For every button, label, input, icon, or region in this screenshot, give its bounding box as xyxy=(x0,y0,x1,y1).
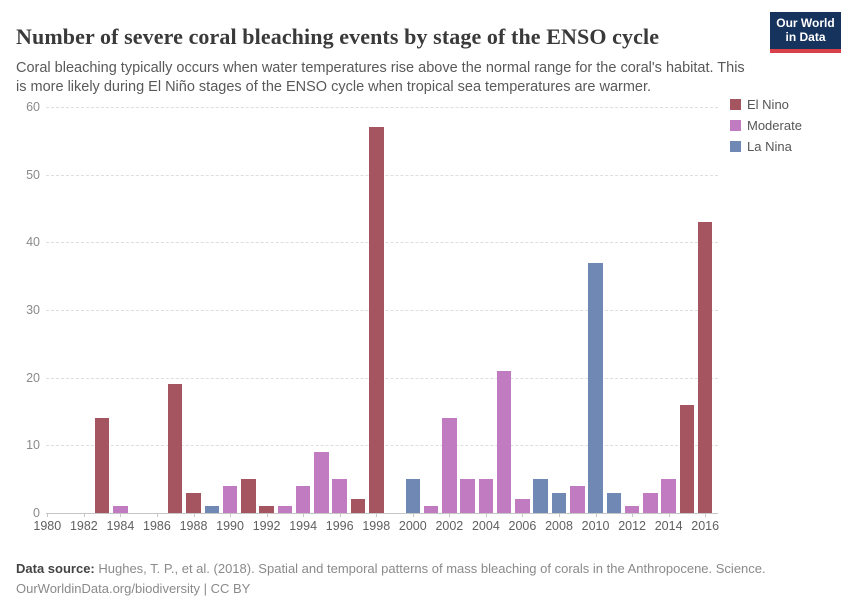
x-tick-1992 xyxy=(266,513,268,517)
x-tick-2016 xyxy=(705,513,707,517)
bar-2000[interactable] xyxy=(405,479,421,513)
bar-2007[interactable] xyxy=(533,479,548,513)
legend-item-moderate[interactable]: Moderate xyxy=(730,118,802,133)
x-tick-1996 xyxy=(339,513,341,517)
bar-2015[interactable] xyxy=(679,404,695,513)
gridline-60 xyxy=(46,106,718,108)
bar-1998[interactable] xyxy=(369,127,384,513)
x-tick-2008 xyxy=(559,513,560,517)
page-title: Number of severe coral bleaching events … xyxy=(16,23,660,49)
x-tick-label-1982: 1982 xyxy=(69,519,98,533)
owid-logo[interactable]: Our World in Data xyxy=(770,12,841,53)
y-tick-label-40: 40 xyxy=(26,235,40,250)
bar-1984[interactable] xyxy=(113,506,128,513)
x-tick-1994 xyxy=(303,513,305,517)
x-tick-label-2002: 2002 xyxy=(435,519,464,533)
bar-2001[interactable] xyxy=(423,506,439,513)
x-tick-1988 xyxy=(193,513,195,517)
x-tick-2004 xyxy=(485,513,487,517)
y-tick-label-0: 0 xyxy=(33,506,40,520)
x-axis-line xyxy=(46,513,718,514)
bar-2006[interactable] xyxy=(515,499,530,513)
x-tick-label-2000: 2000 xyxy=(398,519,427,533)
bar-2016[interactable] xyxy=(697,222,713,513)
x-tick-label-1988: 1988 xyxy=(179,519,208,533)
x-tick-label-2008: 2008 xyxy=(545,519,573,533)
bar-1993[interactable] xyxy=(277,506,293,513)
bar-2004[interactable] xyxy=(478,479,494,513)
x-tick-label-2006: 2006 xyxy=(508,519,537,533)
footer: Data source: Hughes, T. P., et al. (2018… xyxy=(16,559,836,599)
bar-2005[interactable] xyxy=(496,370,512,513)
y-tick-label-30: 30 xyxy=(26,302,40,317)
legend: El Nino Moderate La Nina xyxy=(730,97,802,160)
legend-swatch xyxy=(730,99,741,110)
footer-link[interactable]: OurWorldinData.org/biodiversity | CC BY xyxy=(16,581,251,596)
bar-1994[interactable] xyxy=(295,485,311,513)
x-tick-label-1996: 1996 xyxy=(325,519,354,533)
x-tick-1984 xyxy=(120,513,122,517)
bar-1992[interactable] xyxy=(259,506,274,513)
x-tick-label-1990: 1990 xyxy=(216,519,244,533)
x-tick-1982 xyxy=(83,513,85,517)
x-tick-label-2010: 2010 xyxy=(581,519,610,533)
bar-1997[interactable] xyxy=(350,499,366,513)
x-tick-label-1994: 1994 xyxy=(289,519,318,533)
x-tick-2002 xyxy=(449,513,451,517)
x-tick-label-2012: 2012 xyxy=(618,519,646,533)
x-tick-label-1980: 1980 xyxy=(33,519,62,533)
bar-2003[interactable] xyxy=(460,479,475,513)
legend-item-la-nina[interactable]: La Nina xyxy=(730,139,802,154)
x-tick-label-2004: 2004 xyxy=(471,519,500,533)
x-tick-label-1998: 1998 xyxy=(362,519,391,533)
owid-logo-line1: Our World xyxy=(776,16,835,30)
x-tick-1980 xyxy=(47,513,49,517)
x-tick-label-1984: 1984 xyxy=(106,519,135,533)
bar-1989[interactable] xyxy=(204,506,220,513)
x-tick-2014 xyxy=(668,513,670,517)
bar-2009[interactable] xyxy=(570,485,585,513)
x-tick-label-2016: 2016 xyxy=(691,519,720,533)
data-source-label: Data source: xyxy=(16,561,95,576)
y-tick-label-10: 10 xyxy=(26,438,40,453)
owid-logo-line2: in Data xyxy=(785,29,826,44)
x-tick-2012 xyxy=(632,513,634,517)
bar-1996[interactable] xyxy=(332,479,347,513)
bar-2012[interactable] xyxy=(624,506,640,513)
bar-2014[interactable] xyxy=(661,479,676,513)
x-tick-label-1986: 1986 xyxy=(143,519,171,533)
legend-swatch xyxy=(730,120,741,131)
bar-1990[interactable] xyxy=(222,485,238,513)
legend-label: El Nino xyxy=(747,97,789,112)
y-tick-label-60: 60 xyxy=(26,99,40,114)
bar-1983[interactable] xyxy=(94,418,110,513)
x-tick-2000 xyxy=(412,513,414,517)
bar-2010[interactable] xyxy=(588,262,603,513)
y-tick-label-50: 50 xyxy=(26,167,40,182)
x-tick-label-2014: 2014 xyxy=(654,519,683,533)
x-tick-1990 xyxy=(230,513,232,517)
bar-2008[interactable] xyxy=(551,492,567,513)
bar-1988[interactable] xyxy=(186,492,201,513)
x-tick-label-1992: 1992 xyxy=(252,519,281,533)
bar-1995[interactable] xyxy=(314,452,329,513)
bar-1991[interactable] xyxy=(241,479,256,513)
x-tick-1986 xyxy=(156,513,158,517)
x-tick-2010 xyxy=(595,513,597,517)
bar-2013[interactable] xyxy=(643,492,658,513)
bar-1987[interactable] xyxy=(167,384,183,513)
legend-item-el-nino[interactable]: El Nino xyxy=(730,97,802,112)
data-source-text: Hughes, T. P., et al. (2018). Spatial an… xyxy=(94,561,766,576)
legend-swatch xyxy=(730,141,741,152)
x-tick-2006 xyxy=(522,513,524,517)
legend-label: La Nina xyxy=(747,139,792,154)
chart-subtitle: Coral bleaching typically occurs when wa… xyxy=(16,59,745,96)
y-tick-label-20: 20 xyxy=(26,370,40,385)
bar-2011[interactable] xyxy=(606,492,622,513)
x-tick-1998 xyxy=(376,513,378,517)
bar-2002[interactable] xyxy=(442,418,457,513)
legend-label: Moderate xyxy=(747,118,802,133)
